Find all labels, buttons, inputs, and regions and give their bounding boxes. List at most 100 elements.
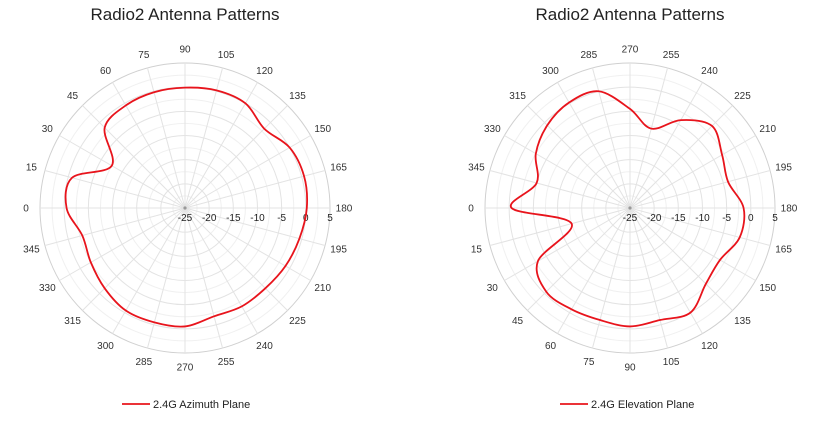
grid-spoke: [527, 105, 631, 209]
radial-tick-label: 0: [748, 213, 754, 224]
angle-label: 150: [314, 124, 331, 135]
grid-spoke: [557, 82, 631, 209]
legend-label: 2.4G Azimuth Plane: [153, 399, 250, 411]
angle-label: 90: [179, 45, 191, 56]
grid-spoke: [629, 135, 756, 209]
angle-label: 225: [289, 316, 306, 327]
grid-spoke: [489, 169, 631, 209]
radial-tick-label: -5: [277, 213, 286, 224]
grid-spoke: [504, 135, 631, 209]
angle-label: 285: [581, 50, 598, 61]
grid-spoke: [557, 207, 631, 334]
radial-tick-label: -10: [250, 213, 265, 224]
grid-spoke: [59, 207, 186, 281]
angle-label: 210: [314, 283, 331, 294]
center-dot: [183, 206, 187, 210]
grid-spoke: [629, 67, 669, 209]
angle-label: 135: [734, 316, 751, 327]
radial-tick-label: 5: [327, 213, 333, 224]
grid-spoke: [184, 67, 224, 209]
legend-label: 2.4G Elevation Plane: [591, 399, 694, 411]
angle-label: 45: [67, 91, 79, 102]
angle-label: 180: [336, 204, 353, 215]
grid-spoke: [184, 105, 288, 209]
grid-spoke: [82, 105, 186, 209]
angle-label: 240: [701, 66, 718, 77]
grid-spoke: [59, 135, 186, 209]
angle-label: 270: [177, 363, 194, 374]
grid-spoke: [82, 207, 186, 311]
chart-title: Radio2 Antenna Patterns: [90, 5, 279, 24]
angle-label: 105: [663, 357, 680, 368]
grid-spoke: [184, 207, 258, 334]
radial-tick-label: -20: [647, 213, 662, 224]
grid-spoke: [629, 105, 733, 209]
angle-label: 195: [775, 162, 792, 173]
angle-label: 255: [218, 357, 235, 368]
angle-label: 240: [256, 341, 273, 352]
angle-label: 285: [136, 357, 153, 368]
angle-label: 60: [100, 66, 112, 77]
grid-spoke: [112, 82, 186, 209]
polar-chart-2: Radio2 Antenna Patterns18016515013512010…: [468, 5, 798, 411]
radial-tick-label: -20: [202, 213, 217, 224]
angle-label: 345: [468, 162, 485, 173]
angle-label: 195: [330, 245, 347, 256]
grid-spoke: [184, 207, 224, 349]
angle-label: 315: [509, 91, 526, 102]
radial-tick-label: -5: [722, 213, 731, 224]
angle-label: 165: [330, 162, 347, 173]
grid-spoke: [184, 135, 311, 209]
angle-label: 225: [734, 91, 751, 102]
grid-spoke: [184, 207, 311, 281]
radial-tick-label: -10: [695, 213, 710, 224]
series-line: [509, 90, 746, 328]
grid-spoke: [629, 207, 771, 247]
grid-spoke: [527, 207, 631, 311]
radial-tick-label: 5: [772, 213, 778, 224]
angle-label: 135: [289, 91, 306, 102]
series-line: [64, 86, 309, 328]
grid-spoke: [489, 207, 631, 247]
grid-spoke: [184, 207, 326, 247]
angle-label: 30: [42, 124, 54, 135]
angle-label: 150: [759, 283, 776, 294]
angle-label: 315: [64, 316, 81, 327]
angle-label: 330: [484, 124, 501, 135]
angle-label: 105: [218, 50, 235, 61]
angle-label: 270: [622, 45, 639, 56]
radial-tick-label: -25: [623, 213, 638, 224]
grid-spoke: [629, 207, 703, 334]
angle-label: 0: [23, 204, 29, 215]
angle-label: 30: [487, 283, 499, 294]
radial-tick-label: -15: [226, 213, 241, 224]
angle-label: 60: [545, 341, 557, 352]
angle-label: 90: [624, 363, 636, 374]
chart-title: Radio2 Antenna Patterns: [535, 5, 724, 24]
angle-label: 330: [39, 283, 56, 294]
grid-spoke: [591, 207, 631, 349]
angle-label: 300: [542, 66, 559, 77]
grid-spoke: [629, 82, 703, 209]
angle-label: 345: [23, 245, 40, 256]
grid-spoke: [629, 169, 771, 209]
grid-spoke: [629, 207, 669, 349]
grid-spoke: [504, 207, 631, 281]
radial-tick-label: -15: [671, 213, 686, 224]
angle-label: 15: [471, 245, 483, 256]
grid-spoke: [184, 169, 326, 209]
angle-label: 120: [701, 341, 718, 352]
grid-spoke: [184, 82, 258, 209]
angle-label: 210: [759, 124, 776, 135]
grid-spoke: [629, 207, 756, 281]
grid-spoke: [184, 207, 288, 311]
grid-spoke: [44, 169, 186, 209]
angle-label: 255: [663, 50, 680, 61]
angle-label: 45: [512, 316, 524, 327]
grid-spoke: [112, 207, 186, 334]
angle-label: 15: [26, 162, 38, 173]
angle-label: 75: [138, 50, 150, 61]
angle-label: 300: [97, 341, 114, 352]
